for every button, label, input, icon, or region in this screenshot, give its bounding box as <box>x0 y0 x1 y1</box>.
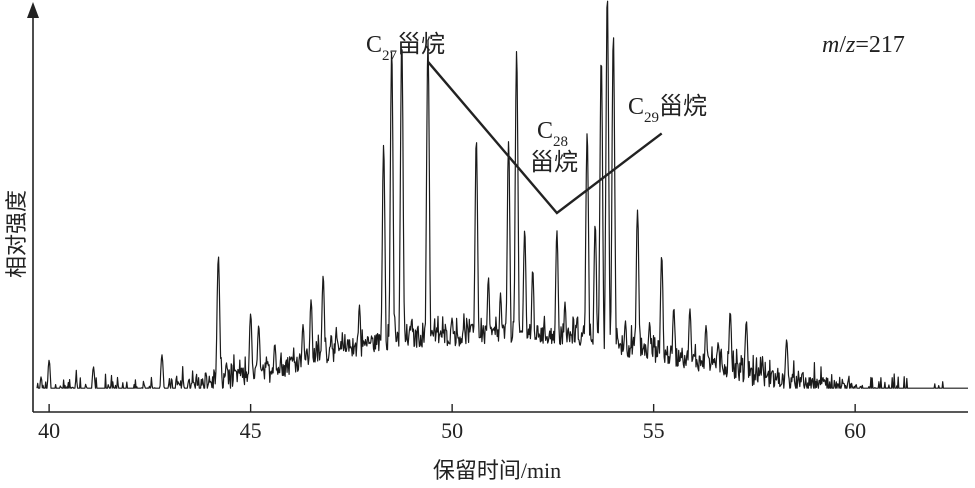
chromatogram-trace <box>36 0 968 389</box>
y-axis-arrow <box>27 2 39 18</box>
c29-sterane-label: C29甾烷 <box>628 93 707 126</box>
x-tick-label: 50 <box>441 418 463 443</box>
c27-sterane-label: C27甾烷 <box>366 31 445 64</box>
x-tick-label: 40 <box>38 418 60 443</box>
sterane-pattern-line <box>427 61 663 215</box>
c28-label: C28 <box>537 118 568 150</box>
y-axis-title: 相对强度 <box>4 190 29 278</box>
x-ticks: 40 45 50 55 60 <box>38 404 866 443</box>
mz-label: m/z=217 <box>822 32 905 58</box>
x-tick-label: 55 <box>643 418 665 443</box>
x-tick-label: 45 <box>240 418 262 443</box>
x-axis-title: 保留时间/min <box>433 458 561 483</box>
x-tick-label: 60 <box>844 418 866 443</box>
c28-sterane-label: 甾烷 <box>530 149 578 176</box>
